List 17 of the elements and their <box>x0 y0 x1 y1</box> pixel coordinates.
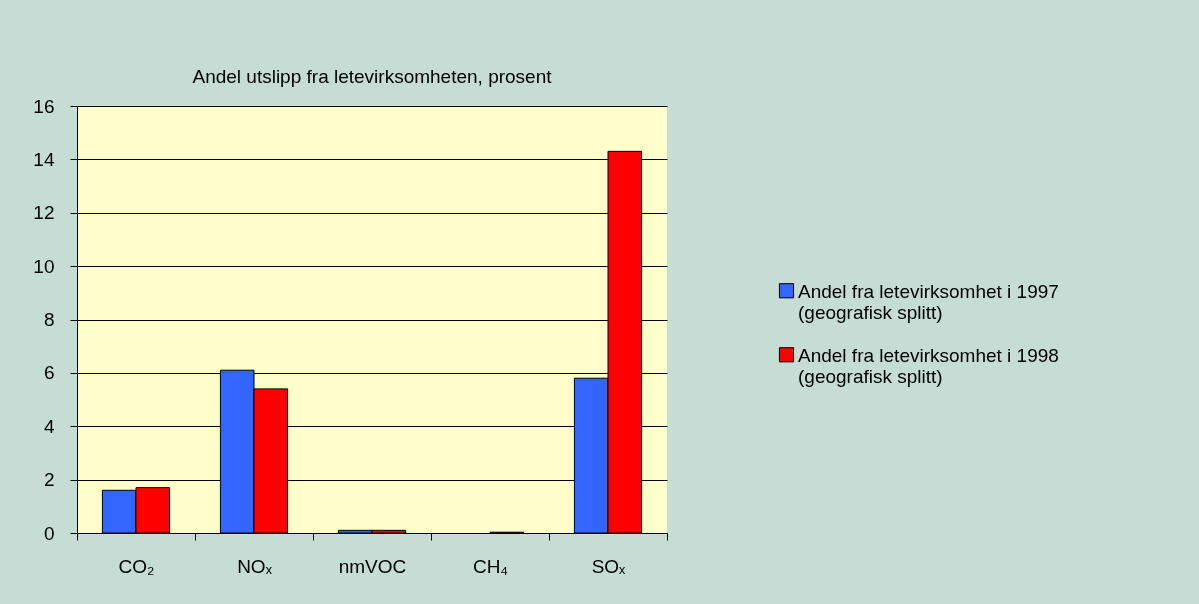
y-tick-label: 8 <box>43 309 55 330</box>
y-tick-label: 2 <box>43 469 55 491</box>
y-tick-label: 12 <box>33 202 55 224</box>
x-tick-label: CO₂ <box>118 555 155 577</box>
y-tick-label: 0 <box>43 522 55 544</box>
y-tick-label: 14 <box>33 148 55 170</box>
x-tick-label: NOₓ <box>237 555 273 577</box>
y-tick-label: 6 <box>43 362 55 384</box>
y-tick-label: 10 <box>33 255 55 277</box>
x-tick-label: SOₓ <box>591 555 627 577</box>
y-tick-label: 16 <box>33 95 55 117</box>
legend-label: Andel fra letevirksomhet i 1998 (geografisk splitt) <box>798 344 1059 387</box>
x-tick-label: CH₄ <box>472 555 509 577</box>
y-tick-label: 4 <box>43 415 55 437</box>
legend-label: Andel fra letevirksomhet i 1997 (geografisk splitt) <box>798 280 1059 323</box>
x-tick-label: nmVOC <box>338 555 407 577</box>
chart-title: Andel utslipp fra letevirksomheten, prosent <box>192 66 553 87</box>
